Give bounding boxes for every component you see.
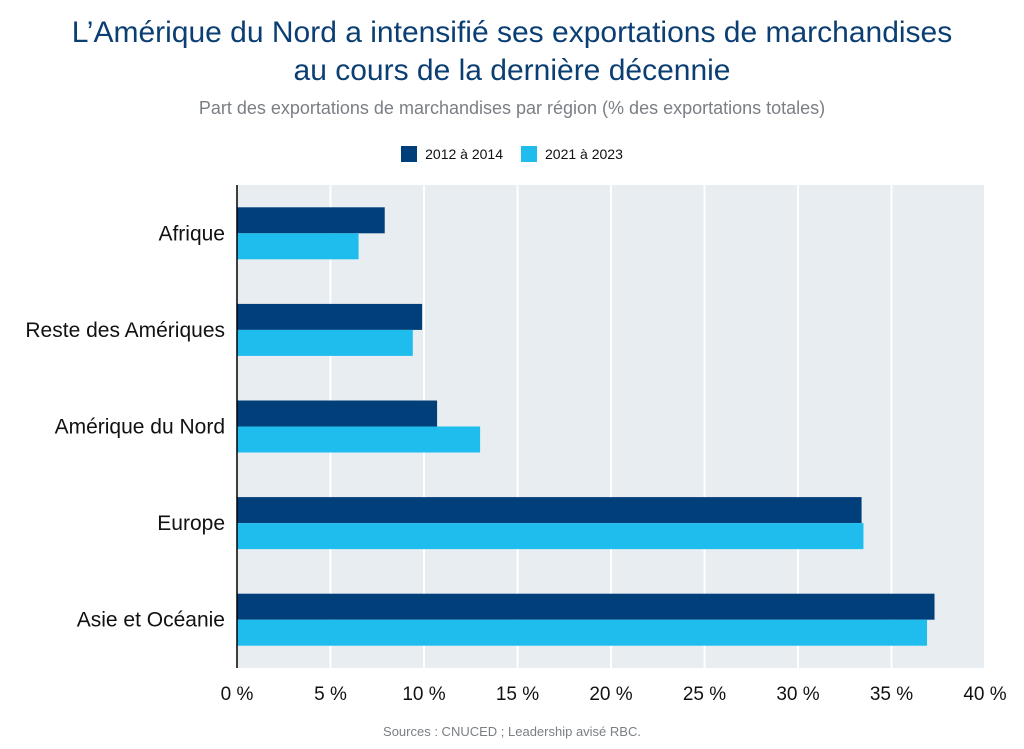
category-label: Amérique du Nord (55, 416, 225, 439)
bar-series-2 (237, 619, 928, 646)
category-label: Europe (157, 512, 225, 535)
legend-swatch-series-1 (401, 146, 418, 162)
legend-swatch-series-2 (521, 146, 537, 162)
legend-item-series-2: 2021 à 2023 (521, 146, 623, 162)
category-label: Asie et Océanie (77, 609, 225, 632)
x-tick-label: 40 % (963, 684, 1006, 705)
bar-series-1 (237, 593, 935, 620)
bar-series-1 (237, 497, 862, 524)
bar-series-1 (237, 303, 423, 330)
x-tick-label: 25 % (683, 684, 726, 705)
category-label: Afrique (158, 222, 225, 245)
x-tick-label: 5 % (314, 684, 347, 705)
bar-series-1 (237, 207, 385, 234)
legend-item-series-1: 2012 à 2014 (401, 146, 503, 162)
category-label: Reste des Amériques (25, 319, 225, 342)
chart-title-line-2: au cours de la dernière décennie (293, 54, 731, 87)
bar-series-2 (237, 329, 413, 356)
bar-series-2 (237, 523, 864, 550)
x-tick-label: 15 % (496, 684, 539, 705)
chart-title: L’Amérique du Nord a intensifié ses expo… (0, 14, 1024, 90)
chart-title-line-1: L’Amérique du Nord a intensifié ses expo… (71, 16, 953, 49)
x-tick-label: 20 % (589, 684, 632, 705)
legend-label-series-1: 2012 à 2014 (425, 146, 503, 162)
x-tick-label: 10 % (402, 684, 445, 705)
chart-legend: 2012 à 2014 2021 à 2023 (0, 146, 1024, 162)
legend-label-series-2: 2021 à 2023 (545, 146, 623, 162)
chart-subtitle: Part des exportations de marchandises pa… (198, 98, 826, 118)
bar-series-1 (237, 400, 438, 427)
source-note: Sources : CNUCED ; Leadership avisé RBC. (383, 724, 641, 739)
bar-series-2 (237, 426, 481, 453)
x-tick-label: 35 % (870, 684, 913, 705)
bar-series-2 (237, 233, 359, 260)
x-tick-label: 30 % (776, 684, 819, 705)
x-tick-label: 0 % (221, 684, 254, 705)
